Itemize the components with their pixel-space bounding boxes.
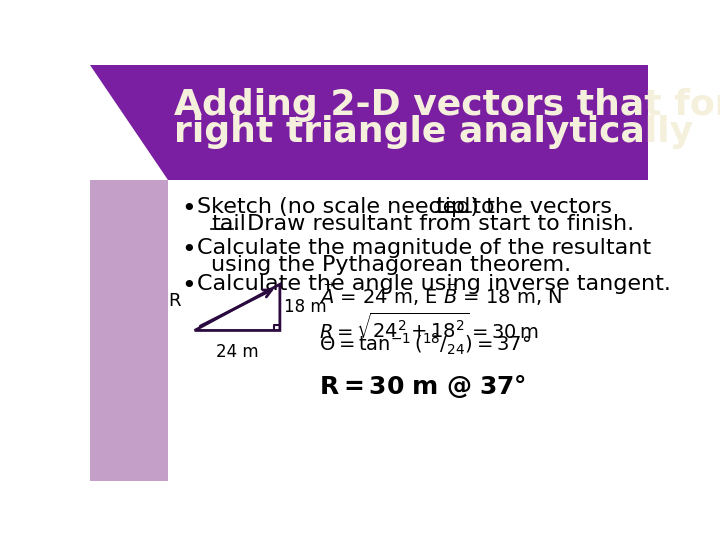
Text: R: R <box>168 292 181 310</box>
Text: $\Theta = \tan^{-1}(^{18}/_{24}) = 37°$: $\Theta = \tan^{-1}(^{18}/_{24}) = 37°$ <box>319 332 531 357</box>
Polygon shape <box>90 180 168 481</box>
Text: tip to: tip to <box>436 197 494 217</box>
Text: Sketch (no scale needed) the vectors: Sketch (no scale needed) the vectors <box>197 197 619 217</box>
Text: Calculate the angle using inverse tangent.: Calculate the angle using inverse tangen… <box>197 274 671 294</box>
Text: •: • <box>181 238 196 262</box>
Text: Adding 2-D vectors that form a: Adding 2-D vectors that form a <box>174 88 720 122</box>
Text: 18 m: 18 m <box>284 298 326 316</box>
Text: . Draw resultant from start to finish.: . Draw resultant from start to finish. <box>233 214 634 234</box>
Text: •: • <box>181 197 196 221</box>
Text: tail: tail <box>211 214 246 234</box>
Polygon shape <box>90 65 648 180</box>
Text: right triangle analytically: right triangle analytically <box>174 115 693 149</box>
Text: Calculate the magnitude of the resultant: Calculate the magnitude of the resultant <box>197 238 651 258</box>
Text: $\bf{R = 30\ m\ @\ 37°}$: $\bf{R = 30\ m\ @\ 37°}$ <box>319 373 526 400</box>
Text: $\vec{A}$ = 24 m, E: $\vec{A}$ = 24 m, E <box>319 282 437 308</box>
Text: $R = \sqrt{24^2 + 18^2} = 30\,\mathrm{m}$: $R = \sqrt{24^2 + 18^2} = 30\,\mathrm{m}… <box>319 313 538 343</box>
Text: $\vec{B}$ = 18 m, N: $\vec{B}$ = 18 m, N <box>443 282 562 308</box>
Text: •: • <box>181 274 196 298</box>
Text: 24 m: 24 m <box>216 343 258 361</box>
Text: using the Pythagorean theorem.: using the Pythagorean theorem. <box>211 255 571 275</box>
